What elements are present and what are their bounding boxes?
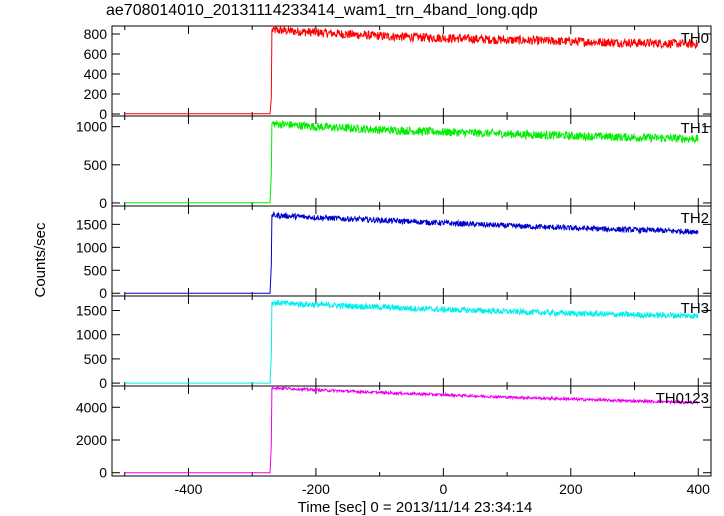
y-tick-label: 2000 <box>76 432 107 448</box>
y-tick-label: 1000 <box>76 327 107 343</box>
x-tick-label: 400 <box>687 481 711 497</box>
y-axis-label: Counts/sec <box>32 222 49 298</box>
panel-label: TH0123 <box>656 390 709 407</box>
panel-label: TH0 <box>681 30 709 47</box>
x-tick-label: -200 <box>302 481 330 497</box>
y-tick-label: 500 <box>84 157 108 173</box>
panel-label: TH1 <box>681 120 709 137</box>
y-tick-label: 4000 <box>76 399 107 415</box>
x-axis-label: Time [sec] 0 = 2013/11/14 23:34:14 <box>298 499 533 516</box>
y-tick-label: 0 <box>99 465 107 481</box>
panel-label: TH2 <box>681 210 709 227</box>
y-tick-label: 400 <box>84 66 108 82</box>
panel-th2: 0 500 1000 1500 TH2 <box>76 205 712 301</box>
chart-title: ae708014010_20131114233414_wam1_trn_4ban… <box>106 2 538 19</box>
y-tick-label: 1500 <box>76 216 107 232</box>
panel-th3: 0 500 1000 1500 TH3 <box>76 295 712 391</box>
y-tick-label: 0 <box>99 285 107 301</box>
y-tick-label: 0 <box>99 106 107 122</box>
panel-label: TH3 <box>681 300 709 317</box>
panel-th1: 0 500 1000 TH1 <box>76 115 712 211</box>
y-tick-label: 1000 <box>76 119 107 135</box>
panel-frame <box>111 385 712 477</box>
x-tick-label: 0 <box>439 481 447 497</box>
y-tick-label: 1000 <box>76 239 107 255</box>
y-tick-label: 800 <box>84 26 108 42</box>
series-line-th0123 <box>124 385 699 474</box>
y-tick-label: 0 <box>99 195 107 211</box>
y-tick-label: 0 <box>99 375 107 391</box>
panel-th0123: 0 2000 4000 TH0123 <box>76 385 712 481</box>
y-tick-label: 600 <box>84 46 108 62</box>
x-tick-label: -400 <box>174 481 202 497</box>
x-tick-label: 200 <box>559 481 583 497</box>
series-line-th0 <box>124 25 699 115</box>
y-tick-label: 200 <box>84 86 108 102</box>
series-line-th1 <box>124 119 699 204</box>
y-tick-label: 500 <box>84 262 108 278</box>
panel-th0: 0 200 400 600 800 TH0 <box>84 25 712 122</box>
y-tick-label: 1500 <box>76 303 107 319</box>
panel-frame <box>111 115 712 207</box>
series-line-th3 <box>124 299 699 384</box>
series-line-th2 <box>124 211 699 294</box>
y-tick-label: 500 <box>84 351 108 367</box>
